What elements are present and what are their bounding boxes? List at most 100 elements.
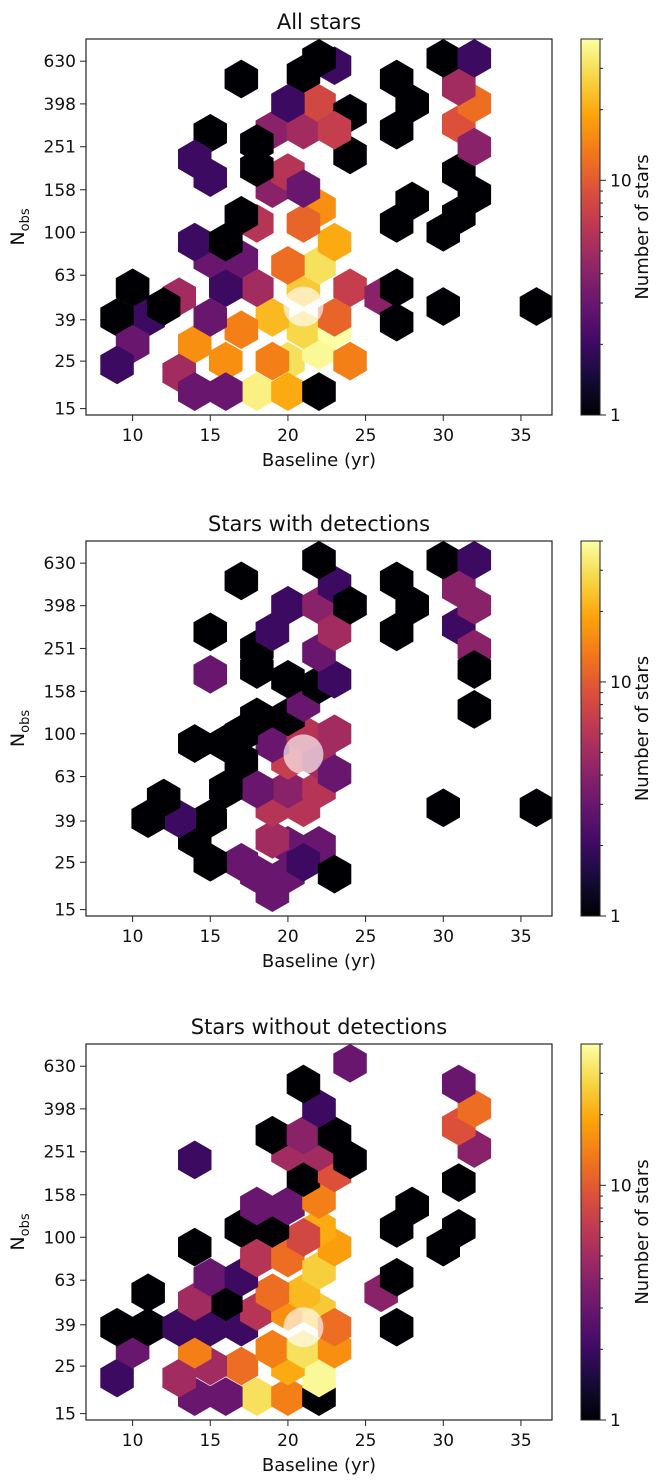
hexbin [317, 854, 352, 894]
hexbin [193, 654, 227, 694]
colorbar-tick-label: 10 [610, 171, 632, 191]
x-tick-label: 20 [277, 927, 299, 947]
colorbar-label: Number of stars [632, 154, 653, 299]
y-tick-label: 251 [44, 138, 76, 158]
hexbin [178, 1227, 212, 1267]
y-tick-label: 100 [44, 1228, 76, 1248]
colorbar-tick-label: 1 [610, 1411, 621, 1431]
x-tick-label: 25 [355, 1431, 377, 1451]
y-tick-label: 63 [54, 266, 76, 286]
hexbin [100, 345, 134, 385]
x-tick-label: 35 [510, 426, 532, 446]
hexbin [240, 124, 274, 163]
hexbin [302, 541, 336, 580]
colorbar-tick-label: 10 [610, 673, 632, 693]
hexbin [333, 268, 367, 308]
hexbin [255, 341, 290, 381]
hexbin-layer [100, 39, 552, 411]
hexbin [395, 1186, 429, 1226]
hexbin [224, 310, 259, 350]
x-axis-label: Baseline (yr) [262, 951, 376, 972]
hexbin [317, 714, 352, 754]
hexbin [333, 1044, 367, 1083]
y-tick-label: 15 [54, 901, 76, 921]
y-tick-label: 398 [44, 597, 76, 617]
x-tick-label: 20 [277, 1431, 299, 1451]
hexbin [224, 195, 259, 235]
y-tick-label: 15 [54, 400, 76, 420]
y-tick-label: 63 [54, 768, 76, 788]
hexbin [209, 268, 243, 308]
hexbin [442, 1209, 476, 1248]
hexbin [178, 724, 212, 763]
hexbin [457, 541, 492, 580]
y-tick-label: 100 [44, 223, 76, 243]
x-tick-label: 15 [199, 1431, 221, 1451]
hexbin [379, 1307, 414, 1347]
hexbin [395, 84, 429, 123]
hexbin [379, 1257, 414, 1297]
x-tick-label: 30 [432, 1431, 454, 1451]
y-tick-label: 39 [54, 812, 76, 832]
hexbin [255, 873, 290, 913]
hexbin [395, 585, 429, 625]
y-tick-label: 25 [54, 1357, 76, 1377]
hexbin [271, 84, 305, 123]
hexbin [286, 842, 321, 882]
hexbin [286, 204, 321, 243]
hexbin [379, 302, 414, 342]
y-tick-label: 398 [44, 95, 76, 115]
colorbar [580, 38, 601, 416]
hexbin [271, 659, 305, 699]
panel-3: Stars without detections 10 15 20 25 30 35 630 3… [7, 1015, 653, 1476]
hexbin [317, 110, 352, 150]
x-tick-label: 10 [122, 1431, 144, 1451]
y-tick-label: 158 [44, 181, 76, 201]
hexbin-layer [131, 541, 552, 913]
y-tick-label: 630 [44, 1057, 76, 1077]
y-tick-label: 251 [44, 639, 76, 659]
y-axis-label: Nobs [7, 1213, 33, 1250]
x-tick-label: 30 [432, 426, 454, 446]
x-tick-label: 35 [510, 927, 532, 947]
hexbin [100, 1358, 134, 1398]
hexbin [271, 246, 305, 285]
y-tick-label: 251 [44, 1143, 76, 1163]
hexbin [457, 690, 492, 729]
hexbin [519, 788, 552, 828]
hexbin [286, 1064, 321, 1104]
hexbin [333, 585, 367, 625]
plot-frame [85, 540, 553, 917]
hexbin [209, 769, 243, 809]
chart-title: Stars with detections [208, 512, 430, 536]
hexbin [302, 372, 336, 411]
hexbin [442, 1163, 476, 1202]
panel-2: Stars with detections 10 15 20 25 30 35 630 398 2… [7, 512, 653, 972]
colorbar [580, 1043, 601, 1421]
hexbin [240, 372, 274, 411]
x-tick-label: 15 [199, 927, 221, 947]
hexbin [457, 650, 492, 689]
median-marker [283, 1307, 324, 1348]
y-tick-label: 398 [44, 1100, 76, 1120]
hexbin [146, 287, 181, 326]
x-tick-label: 15 [199, 426, 221, 446]
hexbin [302, 39, 336, 78]
hexbin [131, 1273, 165, 1313]
hexbin [240, 1377, 274, 1416]
hexbin [178, 1140, 212, 1180]
hexbin [457, 175, 492, 214]
colorbar-label: Number of stars [632, 656, 653, 801]
x-tick-label: 10 [122, 927, 144, 947]
hexbin [457, 39, 492, 78]
y-tick-label: 630 [44, 554, 76, 574]
chart-title: All stars [277, 10, 361, 34]
colorbar-tick-label: 1 [610, 907, 621, 927]
hexbin [442, 1064, 476, 1104]
hexbin [209, 372, 243, 411]
colorbar-label: Number of stars [632, 1159, 653, 1304]
colorbar-tick-label: 10 [610, 1176, 632, 1196]
x-tick-label: 20 [277, 426, 299, 446]
hexbin [426, 287, 460, 326]
